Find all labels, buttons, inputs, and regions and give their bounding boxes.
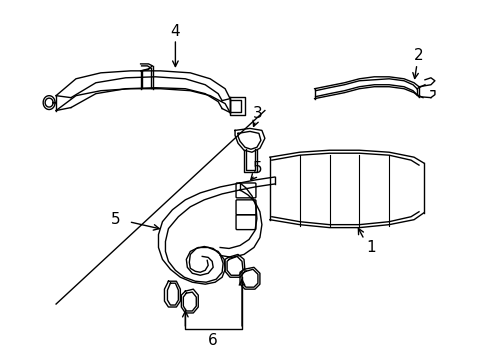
- Text: 1: 1: [366, 240, 375, 255]
- Text: 5: 5: [111, 212, 121, 227]
- Text: 3: 3: [252, 106, 262, 121]
- Text: 5: 5: [253, 161, 262, 176]
- Text: 6: 6: [208, 333, 218, 348]
- Text: 4: 4: [170, 24, 180, 39]
- Text: 2: 2: [413, 49, 423, 63]
